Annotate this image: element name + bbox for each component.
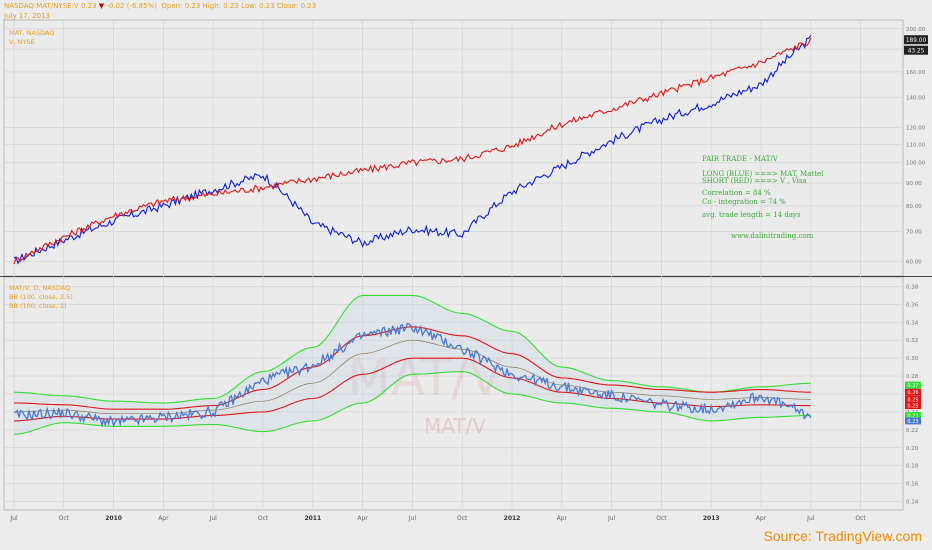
y-tick-label-top: 110.00: [906, 142, 926, 148]
low-label: Low:: [241, 2, 257, 10]
x-tick-label: Jul: [408, 515, 417, 522]
band-mid: [14, 339, 811, 415]
ratio-line: [13, 322, 812, 428]
y-tick-label-top: 200.00: [906, 27, 926, 33]
price-badge-label: 189.00: [906, 38, 927, 44]
header-change: -0.02 (-6.85%): [106, 2, 157, 10]
source-credit[interactable]: Source: TradingView.com: [764, 528, 923, 544]
open-value: 0.23: [184, 2, 201, 10]
close-label: Close:: [276, 2, 299, 10]
close-value: 0.23: [300, 2, 317, 10]
x-tick-label: Oct: [457, 515, 468, 522]
source-prefix: Source:: [763, 528, 816, 544]
top-legend-entry: V, NYSE: [9, 38, 35, 46]
value-badge: [905, 412, 921, 420]
change-arrow-icon: ▼: [98, 2, 105, 10]
x-tick-label: Oct: [59, 515, 70, 522]
series-line-blue: [13, 35, 812, 265]
x-tick-label: Apr: [557, 515, 568, 522]
y-tick-label-top: 120.00: [906, 125, 926, 131]
y-tick-label-bottom: 0.18: [906, 464, 919, 470]
annotation-line: avg. trade length = 14 days: [702, 211, 801, 219]
value-badge: [905, 417, 921, 425]
x-tick-label: 2011: [304, 515, 321, 522]
source-name: TradingView.com: [815, 528, 922, 544]
value-badge-label: 0.23: [907, 414, 918, 420]
price-badge-label: 43.25: [908, 48, 925, 54]
y-tick-label-top: 60.00: [906, 259, 922, 265]
y-tick-label-top: 80.00: [906, 204, 922, 210]
open-label: Open:: [161, 2, 183, 10]
x-tick-label: Jul: [806, 515, 815, 522]
y-tick-label-bottom: 0.14: [906, 500, 919, 506]
value-badge: [905, 381, 921, 389]
y-tick-label-bottom: 0.38: [906, 284, 919, 290]
x-tick-label: Apr: [756, 515, 767, 522]
header-line: NASDAQ:MAT/NYSE:V 0.23 ▼ -0.02 (-6.85%) …: [4, 2, 316, 10]
y-tick-label-top: 90.00: [906, 181, 922, 187]
value-badge-label: 0.25: [907, 404, 918, 410]
x-tick-label: 2012: [504, 515, 521, 522]
value-badge-label: 0.27: [907, 383, 918, 389]
x-tick-label: Oct: [656, 515, 667, 522]
band-lower-inner: [13, 357, 811, 422]
bottom-legend-entry: BB (100, close, 2.5): [9, 293, 73, 301]
high-value: 0.23: [223, 2, 239, 10]
header-last: 0.23: [80, 2, 97, 10]
x-tick-label: 2013: [703, 515, 720, 522]
top-legend-entry: MAT, NASDAQ: [9, 29, 54, 37]
band-lower-outer: [13, 371, 811, 435]
value-badge-label: 0.23: [907, 419, 918, 425]
band-upper-outer: [13, 294, 811, 404]
value-badge-label: 0.25: [907, 397, 918, 403]
low-value: 0.23: [259, 2, 275, 10]
x-tick-label: Oct: [855, 515, 866, 522]
value-badge: [905, 395, 921, 403]
price-badge: [904, 45, 928, 55]
y-tick-label-bottom: 0.16: [906, 482, 919, 488]
band-fill: [14, 295, 811, 435]
x-tick-label: Apr: [357, 515, 368, 522]
x-tick-label: Apr: [158, 515, 169, 522]
x-tick-label: Jul: [607, 515, 616, 522]
y-tick-label-top: 140.00: [906, 96, 926, 102]
watermark-small: MAT/V: [424, 414, 486, 438]
bottom-legend-entry: BB (100, close, 1): [9, 302, 67, 310]
y-tick-label-bottom: 0.32: [906, 338, 918, 344]
y-tick-label-top: 70.00: [906, 230, 922, 236]
value-badge: [905, 402, 921, 410]
y-tick-label-bottom: 0.28: [906, 374, 919, 380]
annotation-line: SHORT (RED) ===> V , Visa: [702, 177, 807, 185]
bottom-legend-entry: MAT/V, D, NASDAQ: [9, 284, 70, 292]
top-panel: [3, 19, 904, 277]
annotation-line: Correlation = 84 %: [702, 189, 771, 197]
band-upper-inner: [14, 326, 811, 410]
price-badge: [904, 35, 928, 45]
x-tick-label: Jul: [209, 515, 218, 522]
y-tick-label-bottom: 0.20: [906, 446, 919, 452]
y-tick-label-bottom: 0.36: [906, 302, 919, 308]
y-tick-label-bottom: 0.22: [906, 428, 918, 434]
y-tick-label-bottom: 0.30: [906, 356, 919, 362]
value-badge: [905, 388, 921, 396]
annotation-line: LONG (BLUE) ===> MAT, Mattel: [702, 170, 824, 178]
y-tick-label-top: 100.00: [906, 161, 926, 167]
series-line-red: [13, 37, 812, 265]
header-date: July 17, 2013: [4, 12, 50, 20]
high-label: High:: [202, 2, 221, 10]
value-badge-label: 0.26: [907, 390, 918, 396]
header-symbol: NASDAQ:MAT/NYSE:V: [4, 2, 79, 10]
annotation-line: www.dalinitrading.com: [731, 232, 814, 240]
y-tick-label-bottom: 0.34: [906, 320, 919, 326]
x-tick-label: 2010: [105, 515, 122, 522]
annotation-line: PAIR TRADE - MAT/V: [702, 155, 779, 163]
annotation-line: Co - integration = 74 %: [702, 198, 786, 206]
x-tick-label: Oct: [258, 515, 269, 522]
x-tick-label: Jul: [9, 515, 18, 522]
y-tick-label-top: 160.00: [906, 70, 926, 76]
